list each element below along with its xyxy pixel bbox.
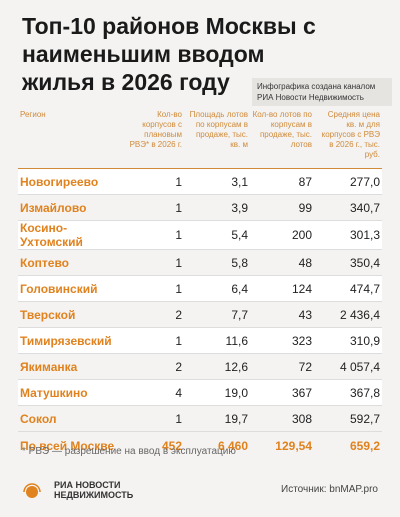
cell: 1: [126, 220, 184, 250]
district: Тимирязевский: [18, 327, 126, 354]
cell: 4 057,4: [314, 353, 382, 380]
column-header: Кол-во лотов по корпусам в продаже, тыс.…: [250, 106, 314, 169]
column-header: Регион: [18, 106, 126, 169]
cell: 5,4: [184, 220, 250, 250]
note: Инфографика создана каналом РИА Новости …: [252, 78, 392, 106]
cell: 6,4: [184, 275, 250, 302]
cell: 1: [126, 275, 184, 302]
cell: 19,7: [184, 405, 250, 432]
cell: 7,7: [184, 301, 250, 328]
cell: 310,9: [314, 327, 382, 354]
table-row: Тверской 2 7,7 43 2 436,4: [18, 301, 382, 328]
total-cell: 659,2: [349, 439, 380, 453]
cell: 124: [250, 275, 314, 302]
cell: 87: [250, 168, 314, 195]
cell: 592,7: [314, 405, 382, 432]
cell: 2 436,4: [314, 301, 382, 328]
cell: 3,9: [184, 194, 250, 221]
table-row: Коптево 1 5,8 48 350,4: [18, 249, 382, 276]
cell: 350,4: [314, 249, 382, 276]
logo: РИА НОВОСТИ НЕДВИЖИМОСТЬ: [22, 480, 133, 500]
district: Новогиреево: [18, 168, 126, 195]
cell: 72: [250, 353, 314, 380]
table-row: Тимирязевский 1 11,6 323 310,9: [18, 327, 382, 354]
table-row: Косино-Ухтомский 1 5,4 200 301,3: [18, 220, 382, 250]
cell: 4: [126, 379, 184, 406]
cell: 1: [126, 327, 184, 354]
column-header: Площадь лотов по корпусам в продаже, тыс…: [184, 106, 250, 169]
cell: 3,1: [184, 168, 250, 195]
cell: 340,7: [314, 194, 382, 221]
source: Источник: bnMAP.pro: [281, 484, 378, 495]
cell: 323: [250, 327, 314, 354]
total-cell: 129,54: [275, 439, 312, 453]
cell: 48: [250, 249, 314, 276]
district: Измайлово: [18, 194, 126, 221]
cell: 1: [126, 405, 184, 432]
district: Сокол: [18, 405, 126, 432]
table-row: Матушкино 4 19,0 367 367,8: [18, 379, 382, 406]
logo-text: РИА НОВОСТИ: [54, 480, 121, 490]
table-row: Головинский 1 6,4 124 474,7: [18, 275, 382, 302]
cell: 301,3: [314, 220, 382, 250]
cell: 2: [126, 301, 184, 328]
district: Головинский: [18, 275, 126, 302]
cell: 308: [250, 405, 314, 432]
title: Топ-10 районов Москвы с наименьшим вводо…: [22, 13, 316, 95]
cell: 99: [250, 194, 314, 221]
table-row: Измайлово 1 3,9 99 340,7: [18, 194, 382, 221]
district: Якиманка: [18, 353, 126, 380]
cell: 1: [126, 168, 184, 195]
cell: 5,8: [184, 249, 250, 276]
total-row: По всей Москве 452 6 460 129,54 659,2: [18, 432, 382, 461]
district: Матушкино: [18, 379, 126, 406]
table: Регион Кол-во корпусов с плановым РВЭ* в …: [18, 106, 382, 460]
cell: 200: [250, 220, 314, 250]
cell: 277,0: [314, 168, 382, 195]
table-row: Новогиреево 1 3,1 87 277,0: [18, 168, 382, 195]
logo-icon: [23, 483, 41, 498]
footnote: * РВЭ — разрешение на ввод в эксплуатаци…: [22, 446, 236, 457]
table-row: Сокол 1 19,7 308 592,7: [18, 405, 382, 432]
cell: 474,7: [314, 275, 382, 302]
table-row: Якиманка 2 12,6 72 4 057,4: [18, 353, 382, 380]
cell: 11,6: [184, 327, 250, 354]
cell: 1: [126, 194, 184, 221]
header-row: Регион Кол-во корпусов с плановым РВЭ* в …: [18, 106, 382, 169]
total-cell: По всей Москве: [20, 439, 115, 453]
cell: 19,0: [184, 379, 250, 406]
total-cell: 452: [161, 439, 182, 453]
district: Коптево: [18, 249, 126, 276]
column-header: Кол-во корпусов с плановым РВЭ* в 2026 г…: [126, 106, 184, 169]
total-cell: 6 460: [217, 439, 248, 453]
cell: 2: [126, 353, 184, 380]
cell: 12,6: [184, 353, 250, 380]
column-header: Средняя цена кв. м для корпусов с РВЭ в …: [314, 106, 382, 169]
district: Косино-Ухтомский: [18, 220, 126, 250]
cell: 367,8: [314, 379, 382, 406]
cell: 1: [126, 249, 184, 276]
cell: 43: [250, 301, 314, 328]
cell: 367: [250, 379, 314, 406]
district: Тверской: [18, 301, 126, 328]
logo-text: НЕДВИЖИМОСТЬ: [54, 490, 134, 500]
